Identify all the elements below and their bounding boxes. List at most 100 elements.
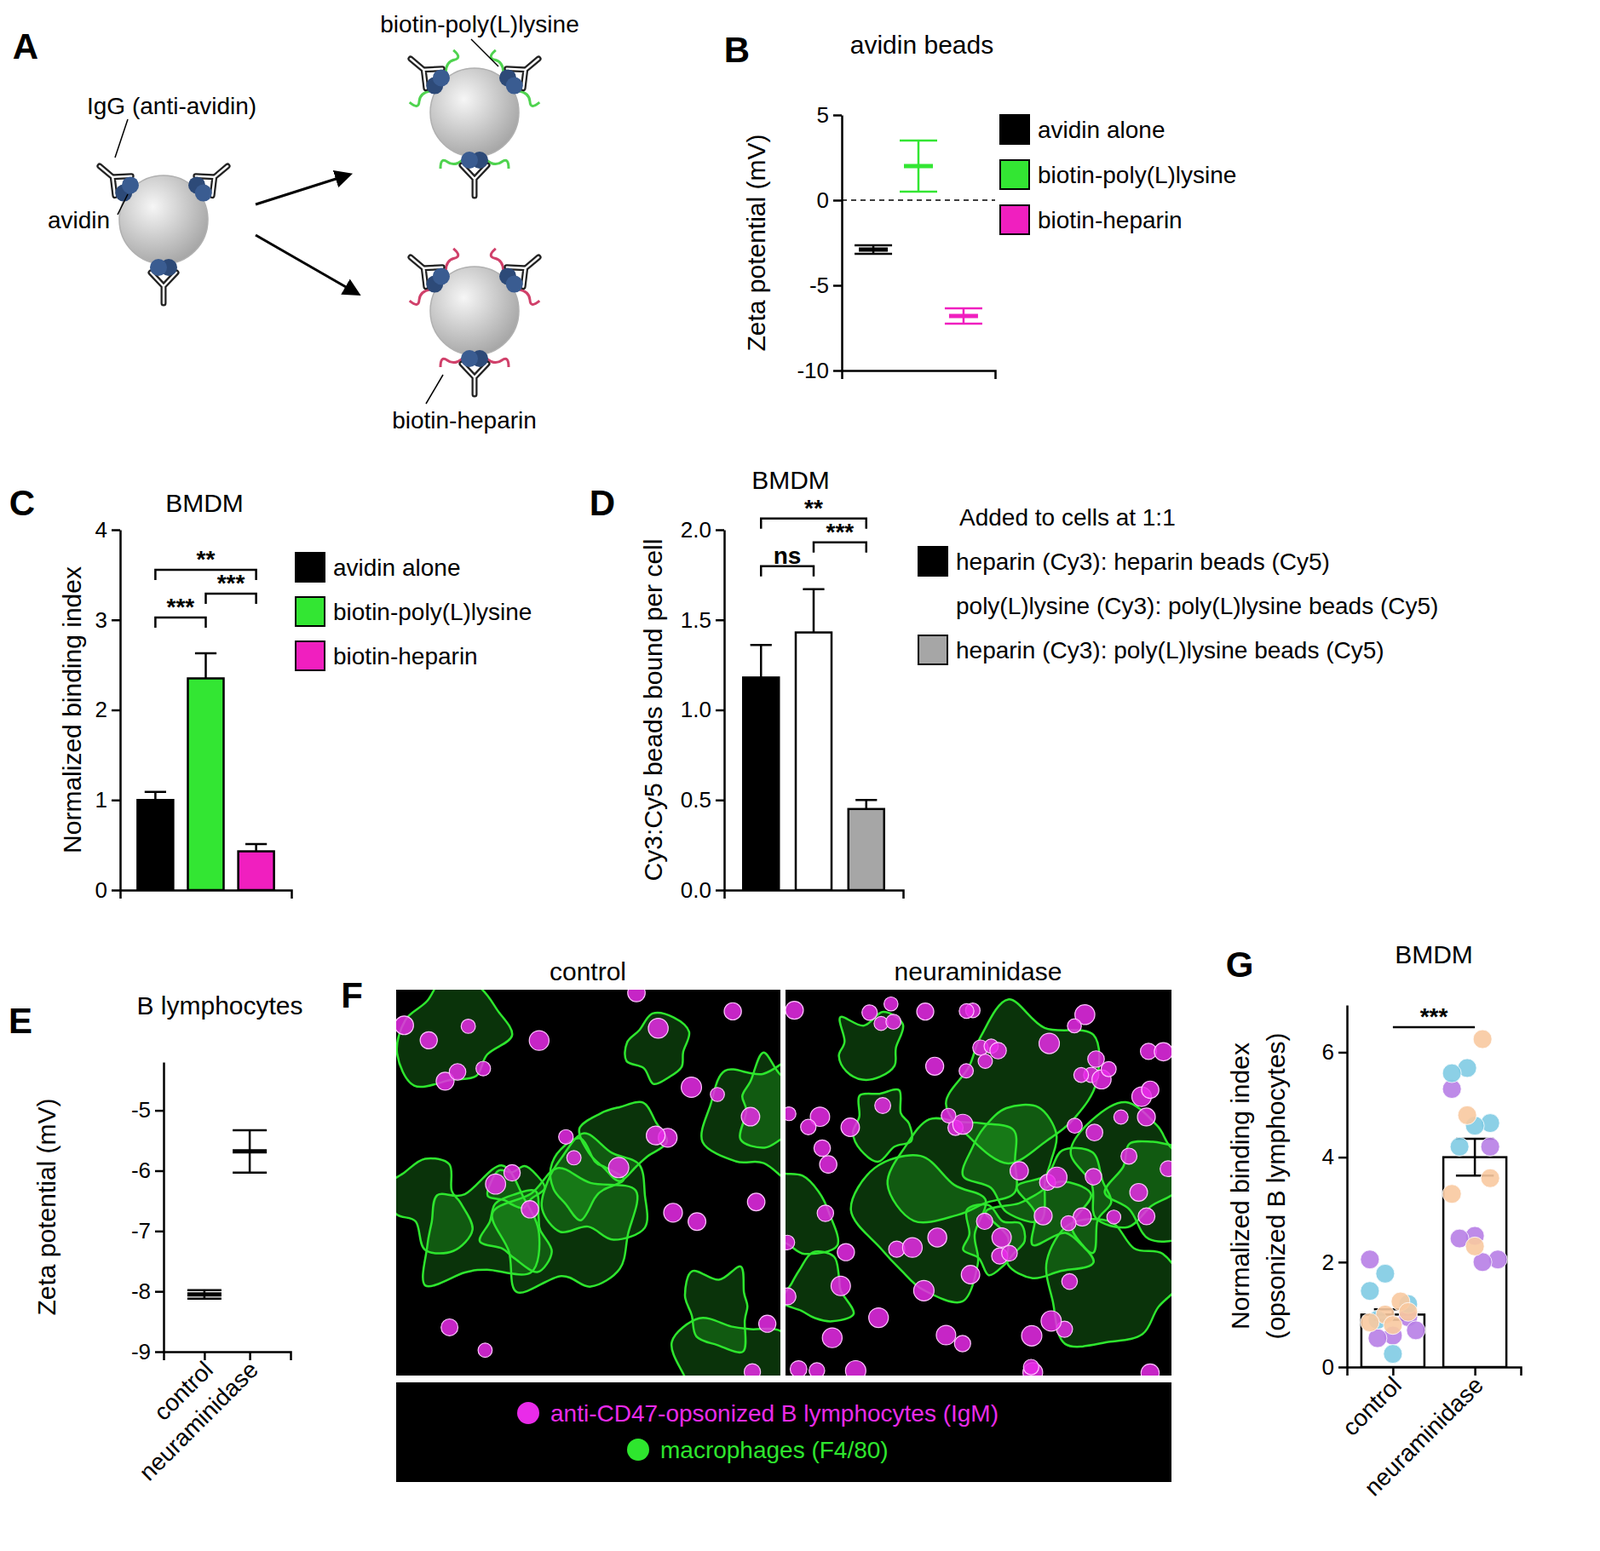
- macrophage: [1070, 1102, 1172, 1228]
- significance-label: ns: [773, 542, 802, 570]
- lymphocyte: [978, 1054, 993, 1070]
- panel-label: B: [724, 29, 750, 70]
- bead-sphere: [430, 68, 519, 157]
- chart-panel: -9-8-7-6-5controlneuraminidaseZeta poten…: [32, 991, 304, 1487]
- lymphocyte: [1141, 1081, 1159, 1099]
- lymphocyte: [448, 1064, 466, 1081]
- legend-swatch: [1000, 115, 1030, 144]
- error-bar: [245, 844, 267, 852]
- lymphocyte: [954, 1335, 971, 1353]
- ligand: [518, 91, 540, 107]
- macrophage: [851, 1155, 987, 1303]
- panel-label: D: [589, 483, 616, 524]
- data-point: [1398, 1302, 1418, 1322]
- lymphocyte: [941, 1108, 956, 1123]
- data-point: [1383, 1316, 1403, 1336]
- ligand: [445, 50, 459, 73]
- x-tick-mark: [248, 1352, 252, 1361]
- y-axis: 0246: [1322, 1006, 1348, 1381]
- image-legend-marker: [517, 1402, 540, 1425]
- lymphocyte: [817, 1205, 834, 1222]
- y-tick: -7: [131, 1218, 164, 1244]
- chart-panel: 01234Normalized binding indexBMDM*******…: [57, 489, 533, 904]
- y-tick-mark: [833, 369, 842, 373]
- lymphocyte: [837, 1243, 855, 1261]
- error-bar: [854, 245, 893, 254]
- image-panel: controlneuraminidaseanti-CD47-opsonized …: [383, 957, 1216, 1484]
- antibody: [461, 363, 488, 395]
- y-tick-label: 2: [1322, 1249, 1335, 1276]
- avidin: [460, 350, 478, 368]
- bar: [188, 678, 225, 891]
- data-point: [1457, 1105, 1477, 1125]
- legend-swatch: [295, 597, 325, 627]
- y-tick-label: -6: [131, 1157, 151, 1184]
- legend-swatch: [1000, 160, 1030, 190]
- data-point: [1480, 1137, 1500, 1157]
- lymphocyte: [1041, 1311, 1062, 1332]
- lymphocyte: [800, 1119, 817, 1135]
- y-axis: -10-505: [796, 102, 842, 384]
- x-axis: [725, 891, 904, 900]
- bead: [409, 50, 541, 196]
- lymphocyte: [503, 1164, 520, 1181]
- plot-area: [742, 589, 885, 891]
- data-point: [1473, 1030, 1492, 1049]
- y-tick-mark: [833, 199, 842, 202]
- plot-area: [137, 653, 274, 891]
- lymphocyte: [976, 1213, 993, 1230]
- y-tick-label: -5: [131, 1097, 151, 1123]
- x-axis-line: [1347, 1368, 1522, 1377]
- y-axis-title: Normalized binding index: [1225, 1042, 1255, 1330]
- y-tick-mark: [715, 529, 725, 532]
- y-tick-label: 1.5: [680, 607, 712, 634]
- lymphocyte: [460, 1019, 476, 1035]
- panel-label: G: [1225, 944, 1255, 985]
- error-bar: [144, 792, 167, 801]
- chart-panel: 0.00.51.01.52.0Cy3:Cy5 beads bound per c…: [638, 466, 1439, 904]
- y-tick-mark: [155, 1290, 164, 1294]
- x-tick-mark: [1392, 1367, 1395, 1376]
- chart-title: BMDM: [1394, 940, 1474, 969]
- y-tick-mark: [155, 1170, 164, 1174]
- lymphocyte: [747, 1193, 766, 1212]
- bead: [99, 166, 228, 304]
- lymphocyte: [840, 1118, 860, 1138]
- mean-line: [949, 314, 979, 319]
- avidin: [432, 69, 450, 87]
- y-tick-mark: [111, 800, 121, 803]
- data-point: [1450, 1137, 1469, 1157]
- y-tick: 0: [817, 187, 842, 213]
- legend: avidin alonebiotin-poly(L)lysinebiotin-h…: [295, 552, 532, 671]
- x-tick: neuraminidase: [133, 1352, 264, 1486]
- lymphocyte: [681, 1077, 703, 1099]
- y-tick-mark: [155, 1110, 164, 1113]
- lymphocyte: [646, 1126, 666, 1146]
- lymphocyte: [813, 1139, 830, 1157]
- macrophage: [739, 1053, 781, 1149]
- macrophage: [422, 1165, 540, 1287]
- lymphocyte: [785, 1107, 796, 1122]
- lymphocyte: [1001, 1245, 1018, 1261]
- x-axis: controlneuraminidase: [1336, 1367, 1521, 1502]
- lymphocyte: [566, 1151, 582, 1166]
- pointer: [425, 374, 444, 404]
- bead: [409, 248, 541, 395]
- y-tick-label: 6: [1322, 1039, 1335, 1065]
- panel-labels: ABCDEFG: [8, 26, 1254, 1042]
- chart-panel: -10-505Zeta potential (mV)avidin beadsav…: [742, 30, 1238, 384]
- lymphocyte: [1137, 1108, 1156, 1127]
- lymphocyte: [989, 1042, 1007, 1059]
- error-bar: [187, 1290, 222, 1300]
- lymphocyte: [1100, 1061, 1117, 1077]
- plot-area: [841, 140, 996, 324]
- legend-label: avidin alone: [1037, 116, 1165, 144]
- y-tick-label: -7: [131, 1218, 151, 1244]
- y-axis: -9-8-7-6-5: [131, 1063, 165, 1365]
- macrophage: [785, 1165, 839, 1255]
- lymphocyte: [396, 1016, 414, 1036]
- legend-label: heparin (Cy3): poly(L)lysine beads (Cy5): [955, 637, 1385, 664]
- significance-label: **: [196, 546, 216, 573]
- y-tick: 6: [1322, 1039, 1347, 1065]
- y-tick: 2: [1322, 1249, 1347, 1276]
